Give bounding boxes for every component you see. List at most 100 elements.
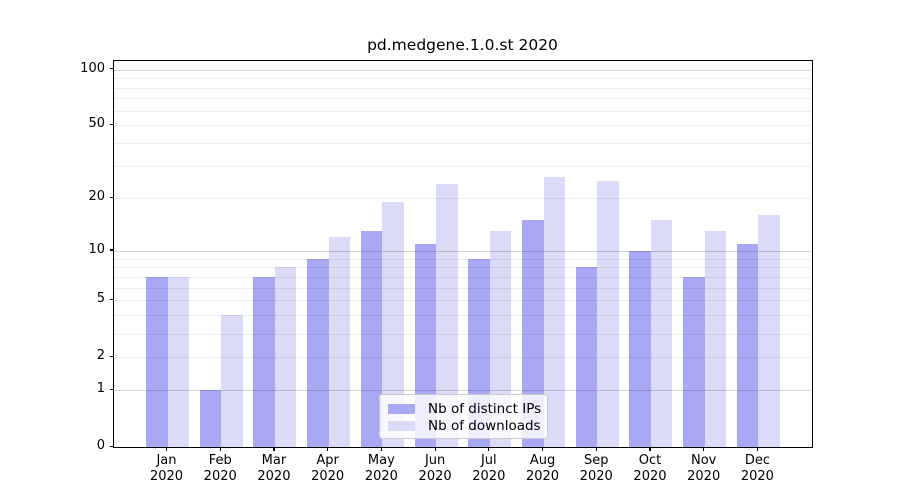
y-tick-50 xyxy=(109,123,114,126)
x-tick-month-text: Nov xyxy=(691,453,717,468)
x-tick-jun xyxy=(434,447,436,452)
y-tick-1 xyxy=(109,388,114,390)
y-tick-100 xyxy=(109,68,114,70)
gridline-minor-70 xyxy=(114,98,812,100)
y-tick-10 xyxy=(109,249,114,251)
gridline-minor-7 xyxy=(114,276,812,278)
bar-downloads-mar xyxy=(274,267,297,447)
legend-item-distinct-ips: Nb of distinct IPs xyxy=(388,401,542,417)
x-tick-label-mar: Mar 2020 xyxy=(247,453,301,485)
x-tick-month-text: Sep xyxy=(583,453,609,468)
x-tick-mar xyxy=(273,447,275,452)
gridline-minor-90 xyxy=(114,78,812,80)
x-tick-jul xyxy=(488,447,490,452)
x-tick-jan xyxy=(165,447,168,452)
x-tick-month-text: Aug xyxy=(529,453,556,468)
chart-title: pd.medgene.1.0.st 2020 xyxy=(367,36,558,54)
x-tick-label-may: May 2020 xyxy=(354,453,408,485)
x-tick-label-oct: Oct 2020 xyxy=(623,453,677,485)
x-tick-may xyxy=(380,447,382,452)
x-tick-label-feb: Feb 2020 xyxy=(193,453,247,485)
bars-layer xyxy=(114,61,812,447)
x-tick-year-text: 2020 xyxy=(633,469,667,484)
bar-distinct-ips-sep xyxy=(575,267,598,447)
x-tick-year-text: 2020 xyxy=(472,469,506,484)
gridline-major-100 xyxy=(114,69,812,71)
legend: Nb of distinct IPs Nb of downloads xyxy=(379,394,548,439)
y-tick-label-0: 0 xyxy=(96,438,105,453)
bar-downloads-dec xyxy=(758,215,780,447)
gridline-minor-8 xyxy=(114,267,812,269)
gridline-minor-40 xyxy=(114,143,812,145)
x-tick-year-text: 2020 xyxy=(740,469,774,484)
y-tick-5 xyxy=(109,298,114,301)
x-tick-sep xyxy=(595,447,597,452)
x-tick-year-text: 2020 xyxy=(203,469,237,484)
x-tick-month-text: Jun xyxy=(424,453,446,468)
gridline-minor-30 xyxy=(114,166,812,168)
plot-area: Nb of distinct IPs Nb of downloads xyxy=(113,60,813,448)
x-tick-label-aug: Aug 2020 xyxy=(516,453,570,485)
y-tick-label-1: 1 xyxy=(96,381,105,397)
y-tick-label-10: 10 xyxy=(88,241,105,257)
bar-distinct-ips-jan xyxy=(146,276,168,447)
gridline-minor-2 xyxy=(114,357,812,359)
y-tick-0 xyxy=(109,445,114,447)
x-tick-month-text: Oct xyxy=(638,453,662,468)
gridline-minor-3 xyxy=(114,333,812,335)
x-tick-apr xyxy=(327,447,329,452)
x-tick-label-sep: Sep 2020 xyxy=(569,453,623,485)
bar-distinct-ips-mar xyxy=(253,276,275,447)
x-tick-year-text: 2020 xyxy=(149,469,184,484)
legend-label-distinct-ips: Nb of distinct IPs xyxy=(428,401,542,417)
x-tick-oct xyxy=(649,447,651,452)
gridline-minor-6 xyxy=(114,287,812,289)
y-tick-20 xyxy=(109,196,114,198)
gridline-minor-5 xyxy=(114,300,812,302)
x-tick-label-jan: Jan 2020 xyxy=(140,453,194,485)
x-tick-month-text: May xyxy=(367,453,395,468)
bar-downloads-jan xyxy=(167,276,189,447)
x-tick-label-nov: Nov 2020 xyxy=(677,453,731,485)
bar-downloads-jun xyxy=(436,183,458,447)
bar-distinct-ips-feb xyxy=(199,390,222,447)
bar-downloads-jul xyxy=(489,231,512,447)
bar-downloads-sep xyxy=(597,180,619,447)
y-tick-2 xyxy=(109,355,114,357)
bar-downloads-aug xyxy=(543,177,566,447)
y-tick-label-2: 2 xyxy=(96,348,105,364)
x-tick-year-text: 2020 xyxy=(311,469,345,484)
gridline-minor-9 xyxy=(114,258,812,260)
x-tick-label-jun: Jun 2020 xyxy=(408,453,462,485)
x-tick-dec xyxy=(756,447,758,452)
bar-distinct-ips-dec xyxy=(736,243,759,447)
x-tick-feb xyxy=(219,447,221,452)
legend-item-downloads: Nb of downloads xyxy=(388,418,541,434)
x-tick-year-text: 2020 xyxy=(525,469,560,484)
bar-downloads-oct xyxy=(650,220,673,447)
legend-label-downloads: Nb of downloads xyxy=(428,418,541,434)
bar-downloads-apr xyxy=(328,237,351,447)
gridline-major-10 xyxy=(114,250,812,252)
x-tick-aug xyxy=(541,447,544,452)
x-tick-label-apr: Apr 2020 xyxy=(301,453,355,485)
y-tick-label-100: 100 xyxy=(80,60,105,76)
gridline-minor-20 xyxy=(114,198,812,200)
x-tick-label-jul: Jul 2020 xyxy=(462,453,516,485)
grid-layer xyxy=(114,61,812,447)
x-tick-year-text: 2020 xyxy=(364,469,398,484)
x-tick-month-text: Apr xyxy=(316,453,339,468)
x-tick-year-text: 2020 xyxy=(418,469,452,484)
x-tick-nov xyxy=(703,447,705,452)
gridline-minor-60 xyxy=(114,110,812,112)
legend-swatch-downloads xyxy=(388,421,415,431)
y-tick-label-50: 50 xyxy=(88,116,105,132)
x-tick-month-text: Jan xyxy=(156,453,177,468)
bar-downloads-may xyxy=(382,202,404,447)
gridline-major-1 xyxy=(114,390,812,392)
y-tick-label-5: 5 xyxy=(96,291,105,307)
y-tick-label-20: 20 xyxy=(88,189,105,205)
x-tick-year-text: 2020 xyxy=(579,469,613,484)
legend-swatch-distinct-ips xyxy=(388,404,415,414)
